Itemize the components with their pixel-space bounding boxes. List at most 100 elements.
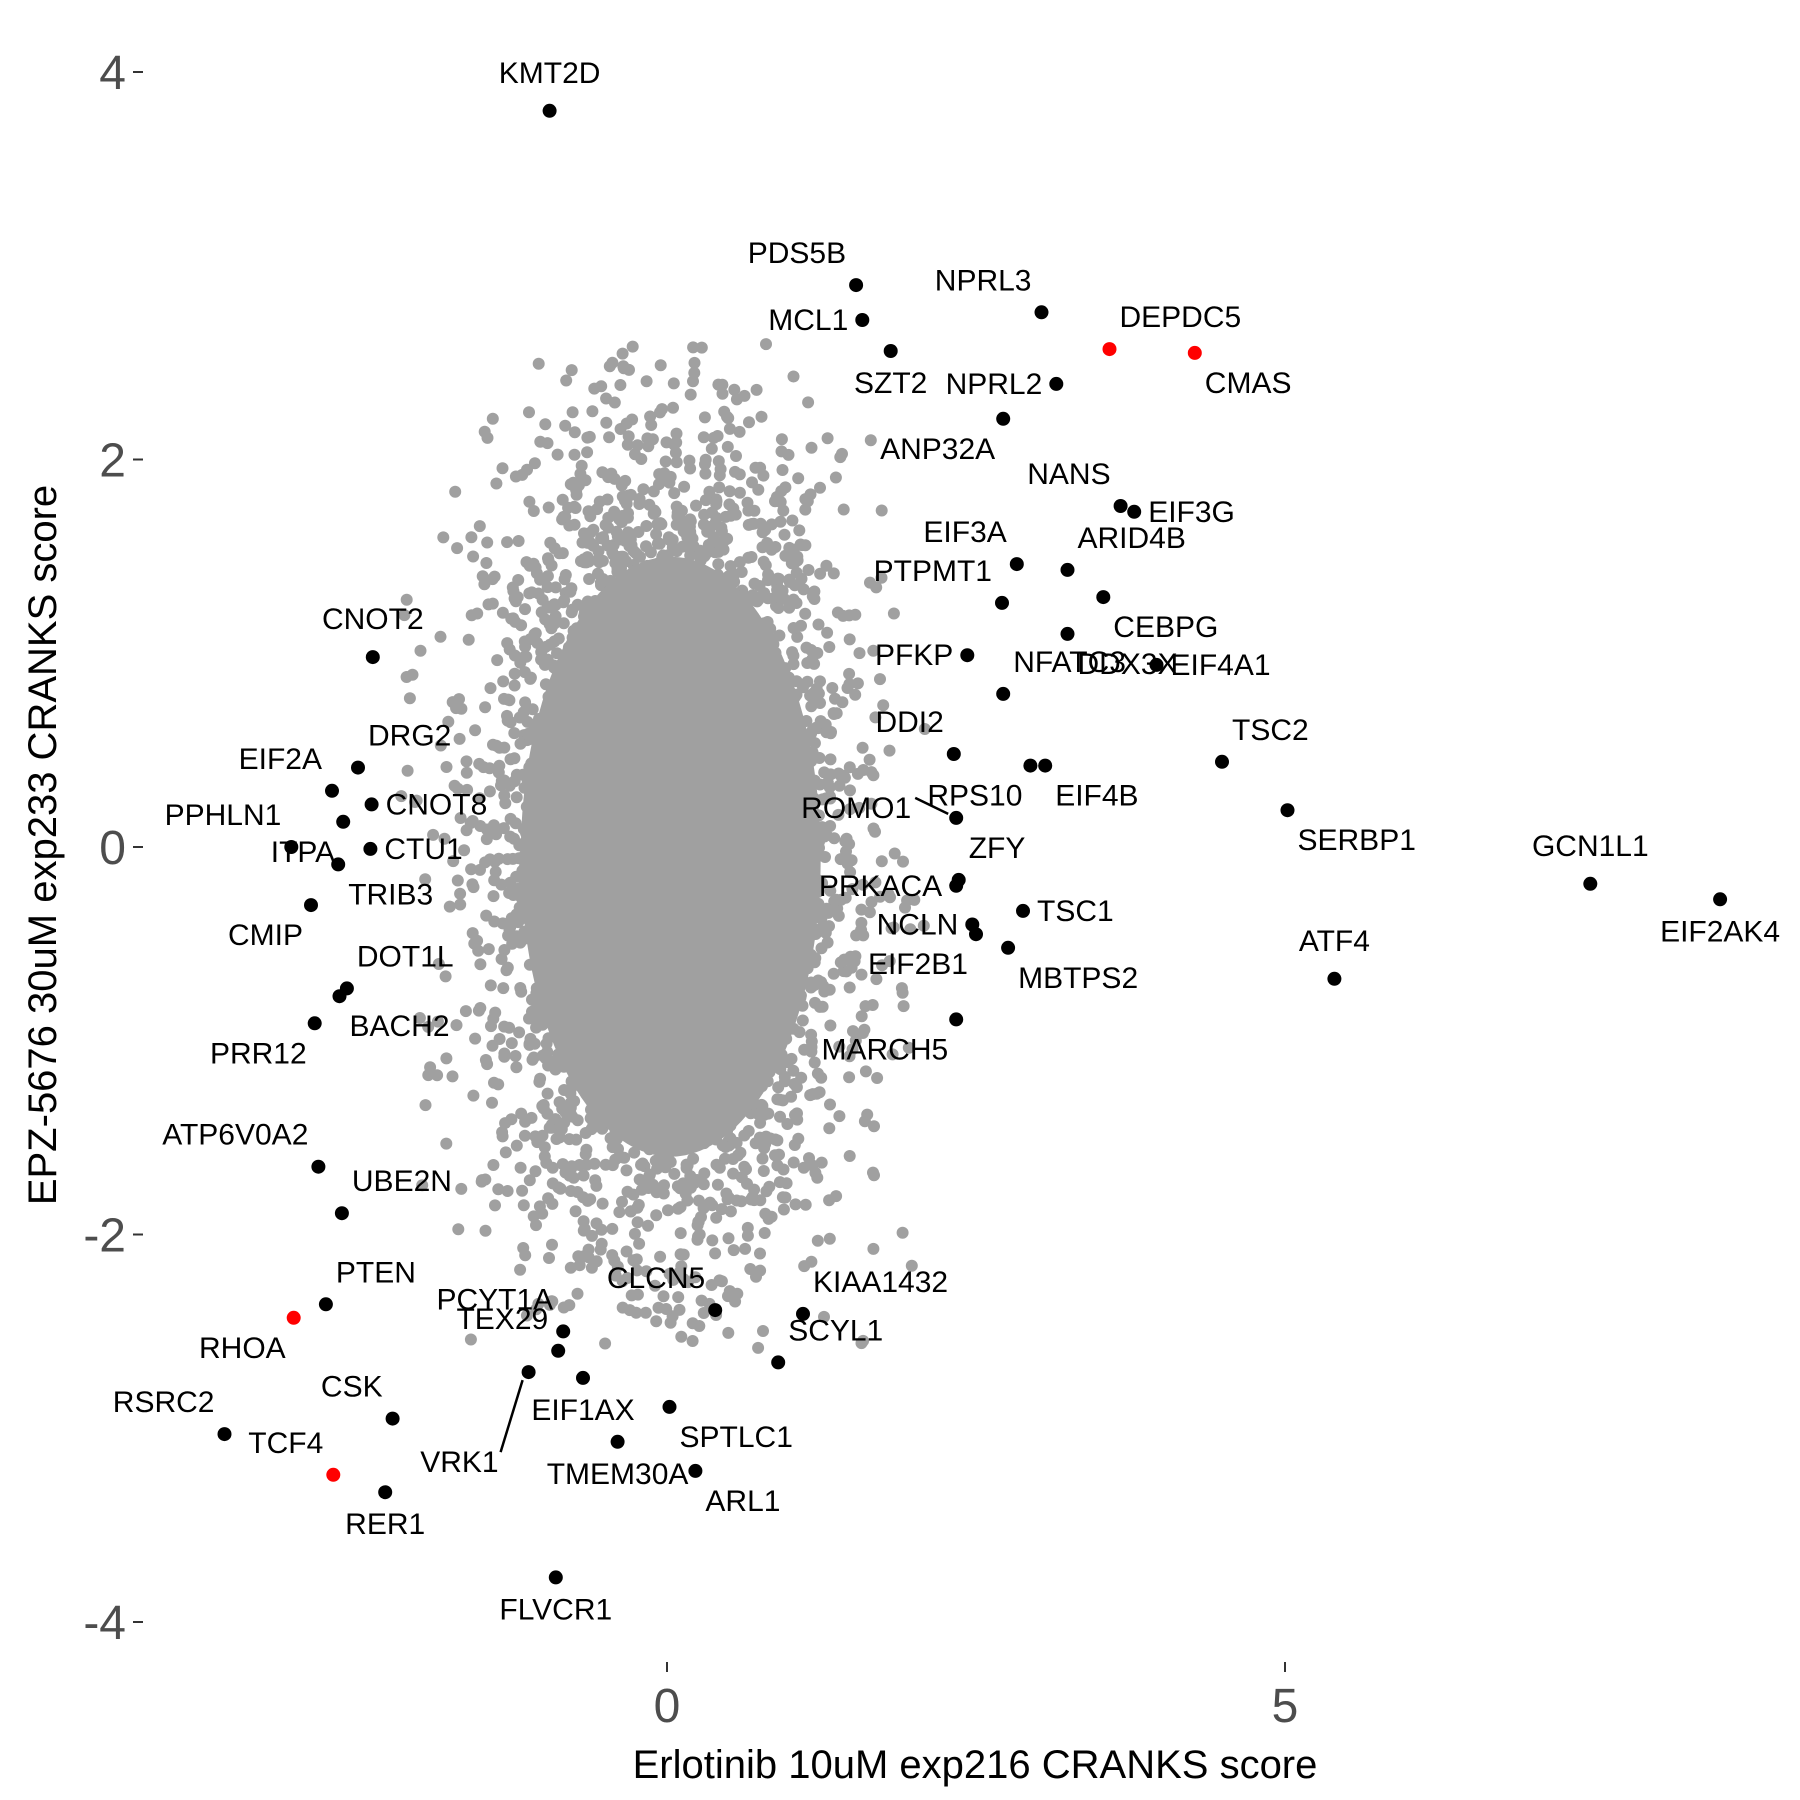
background-point — [870, 581, 883, 594]
background-point — [874, 673, 886, 686]
background-point — [611, 1260, 624, 1273]
background-point — [557, 510, 570, 523]
background-point — [571, 1287, 584, 1300]
background-point — [602, 521, 615, 534]
background-point — [615, 479, 628, 492]
background-point — [453, 732, 466, 745]
background-point — [846, 883, 859, 896]
background-point — [628, 1146, 641, 1159]
background-point — [795, 619, 807, 632]
background-point — [481, 536, 494, 549]
background-point — [648, 504, 661, 517]
background-point — [590, 1179, 603, 1192]
background-point — [517, 1199, 530, 1212]
background-point — [483, 785, 496, 798]
background-point — [504, 716, 517, 729]
background-point — [653, 537, 666, 550]
background-point — [724, 509, 737, 522]
background-point — [549, 610, 562, 623]
background-point — [464, 1333, 477, 1346]
background-point — [792, 1132, 805, 1145]
background-point — [451, 782, 464, 795]
background-point — [599, 1337, 612, 1350]
background-point — [474, 820, 487, 832]
background-point — [776, 1191, 789, 1204]
background-point — [613, 1206, 626, 1219]
background-point — [454, 898, 467, 911]
background-point — [812, 618, 825, 631]
background-point — [756, 1152, 769, 1165]
background-point — [450, 1019, 463, 1032]
background-point — [773, 1176, 786, 1189]
background-point — [466, 927, 479, 940]
background-point — [738, 389, 751, 402]
background-point — [896, 1226, 909, 1239]
background-point — [836, 696, 849, 709]
background-point — [573, 1259, 586, 1272]
background-point — [765, 543, 778, 556]
background-point — [495, 953, 508, 965]
background-point — [844, 866, 857, 879]
background-point — [564, 478, 577, 491]
background-point — [789, 1198, 802, 1211]
background-point — [723, 422, 736, 435]
background-point — [763, 1180, 776, 1193]
background-point — [697, 431, 710, 444]
background-point — [853, 647, 866, 660]
background-point — [601, 539, 614, 552]
background-point — [606, 1222, 619, 1235]
background-point — [543, 1252, 555, 1264]
background-point — [616, 1195, 628, 1208]
background-point — [904, 923, 917, 936]
background-point — [765, 518, 778, 531]
background-point — [855, 1010, 868, 1023]
background-point — [514, 737, 527, 750]
background-point — [730, 1194, 743, 1207]
background-point — [657, 1187, 670, 1200]
background-point — [487, 890, 500, 903]
background-point — [760, 338, 772, 351]
background-point — [699, 458, 711, 471]
background-point — [490, 477, 503, 490]
background-point — [460, 766, 473, 779]
background-point — [754, 1264, 767, 1277]
background-point — [603, 431, 616, 444]
background-point — [896, 986, 909, 999]
background-point — [508, 679, 521, 692]
background-point — [853, 801, 866, 814]
background-point — [521, 463, 533, 476]
background-point — [532, 357, 545, 370]
background-point — [631, 439, 644, 452]
background-point — [668, 487, 681, 500]
background-point — [466, 878, 479, 891]
background-point — [771, 1134, 784, 1147]
background-point — [486, 1096, 498, 1109]
background-point — [595, 1237, 608, 1250]
background-point — [458, 844, 471, 857]
background-point — [416, 1179, 429, 1192]
background-point — [520, 1309, 533, 1322]
background-point — [491, 654, 504, 667]
background-point — [443, 900, 456, 913]
background-point — [756, 541, 769, 554]
background-point — [635, 1158, 647, 1171]
background-point — [536, 1100, 549, 1113]
background-point — [563, 1133, 576, 1146]
background-point — [843, 761, 856, 774]
background-point — [574, 467, 587, 480]
background-point — [658, 1158, 671, 1171]
background-point — [823, 781, 836, 794]
background-point — [899, 901, 911, 914]
background-point — [644, 410, 657, 423]
background-point — [666, 533, 679, 546]
background-point — [819, 851, 831, 863]
background-point — [640, 375, 653, 388]
background-point — [508, 727, 521, 740]
background-point — [833, 1110, 846, 1123]
background-point — [478, 425, 491, 438]
background-point — [637, 483, 650, 496]
background-point — [640, 540, 652, 553]
background-point — [859, 1000, 872, 1013]
background-point — [596, 1197, 609, 1210]
background-point — [694, 544, 707, 557]
